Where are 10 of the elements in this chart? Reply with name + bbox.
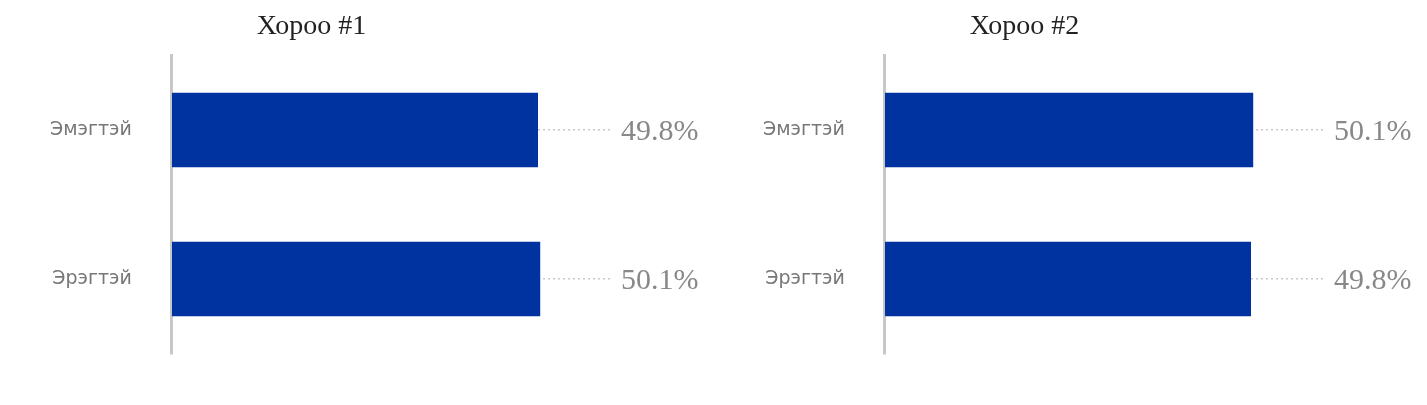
data-label: 49.8% — [1334, 261, 1412, 295]
data-label: 50.1% — [621, 261, 699, 295]
y-tick-label: Эмэгтэй — [49, 117, 132, 140]
y-tick-label: Эрэгтэй — [765, 266, 845, 289]
data-label: 49.8% — [621, 112, 699, 146]
data-label: 50.1% — [1334, 112, 1412, 146]
chart-title: Хороо #1 — [256, 9, 367, 41]
chart-title: Хороо #2 — [969, 9, 1080, 41]
y-tick-label: Эрэгтэй — [52, 266, 132, 289]
y-tick-label: Эмэгтэй — [762, 117, 845, 140]
